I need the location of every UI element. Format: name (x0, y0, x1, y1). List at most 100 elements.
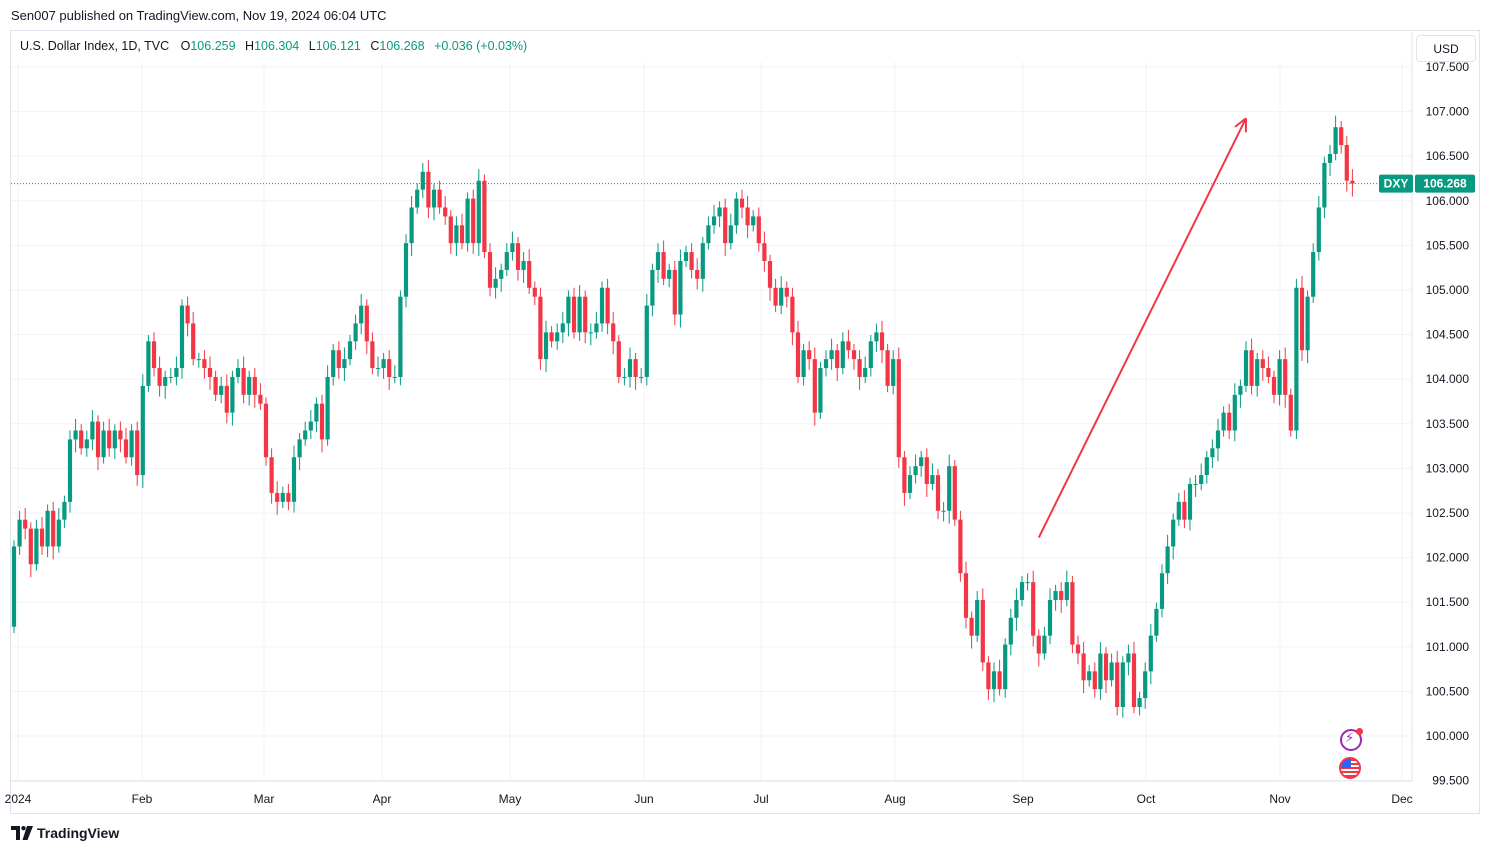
candle-body (146, 341, 151, 386)
footer-logo[interactable]: TradingView (11, 825, 119, 841)
candle-body (101, 430, 106, 458)
y-tick-label: 104.000 (1426, 372, 1470, 386)
candle (465, 192, 470, 252)
candle (1227, 403, 1232, 439)
candle-body (291, 457, 297, 502)
candle (1333, 115, 1338, 161)
candle-body (67, 439, 73, 502)
candle-body (280, 492, 285, 502)
candle (874, 323, 879, 352)
candle-body (1333, 127, 1338, 154)
candle-body (879, 332, 885, 351)
candle (347, 335, 353, 366)
candle (241, 356, 246, 404)
candle (235, 359, 241, 384)
candle-body (269, 457, 274, 493)
candle-body (157, 368, 162, 386)
candle (549, 326, 554, 348)
candle (790, 287, 795, 346)
candle-body (958, 519, 963, 574)
candle-body (689, 252, 694, 270)
candle (56, 508, 61, 553)
candle-body (969, 617, 974, 636)
candle-body (543, 332, 549, 360)
candle (1311, 243, 1316, 303)
currency-button[interactable]: USD (1416, 35, 1476, 62)
candle (566, 290, 571, 337)
candle (191, 311, 196, 366)
flag-canton (1341, 759, 1351, 768)
candle (756, 207, 761, 252)
candle-body (499, 269, 504, 279)
candle-body (1182, 501, 1187, 520)
candle-body (387, 359, 392, 377)
bolt-icon[interactable] (1340, 728, 1363, 751)
us-flag-icon[interactable] (1339, 757, 1361, 779)
candle-body (370, 341, 375, 369)
candle-body (633, 359, 638, 377)
candle-body (140, 385, 145, 476)
candle-body (577, 296, 582, 333)
candle (319, 394, 325, 453)
candle-body (224, 385, 229, 413)
candle (829, 338, 834, 370)
candle-body (342, 359, 347, 369)
candle-body (739, 198, 745, 208)
candle-body (123, 439, 129, 458)
candle-body (1070, 582, 1075, 645)
candle-body (902, 457, 907, 493)
candle (129, 424, 134, 466)
candle (1210, 439, 1215, 468)
candle (73, 418, 78, 453)
candle (168, 368, 173, 384)
candle-body (616, 341, 621, 377)
y-tick-label: 100.500 (1426, 684, 1470, 698)
candle-body (863, 368, 868, 377)
candle (263, 397, 269, 466)
candle-body (611, 323, 616, 342)
candle (275, 481, 280, 515)
candle-body (1092, 671, 1097, 690)
candle (459, 213, 465, 250)
candle-body (986, 662, 991, 690)
candle (1115, 650, 1120, 716)
candle (454, 216, 459, 257)
candle (224, 374, 229, 424)
candle (779, 276, 784, 315)
candle-body (1221, 412, 1226, 431)
candle-body (34, 528, 39, 565)
candle-body (1210, 448, 1215, 458)
candle (745, 195, 750, 239)
candle (219, 376, 224, 404)
candle (560, 311, 565, 344)
candle-body (45, 510, 50, 547)
candle-body (1131, 653, 1137, 708)
candle (1294, 278, 1299, 439)
legend-close-label: C (370, 39, 380, 53)
candle-body (90, 421, 95, 440)
candle-body (1283, 359, 1288, 395)
candle (11, 540, 17, 633)
candle-body (230, 376, 235, 413)
candle-body (403, 243, 409, 297)
candle-body (1249, 350, 1254, 386)
candle (1148, 624, 1153, 685)
candle-body (1025, 582, 1030, 584)
candle-body (1042, 635, 1047, 654)
candle-body (515, 243, 521, 270)
candle-body (1098, 653, 1103, 690)
candle (95, 415, 101, 471)
candle (28, 522, 33, 578)
x-tick-label: Apr (373, 792, 392, 806)
candle (325, 365, 330, 446)
candle (1047, 588, 1053, 645)
candle-body (683, 252, 689, 262)
candle (588, 323, 593, 346)
candle-body (913, 466, 918, 476)
candle (1031, 570, 1036, 647)
candle (291, 445, 297, 513)
candle (1137, 691, 1142, 716)
candle-body (672, 269, 677, 315)
candle (146, 335, 151, 393)
